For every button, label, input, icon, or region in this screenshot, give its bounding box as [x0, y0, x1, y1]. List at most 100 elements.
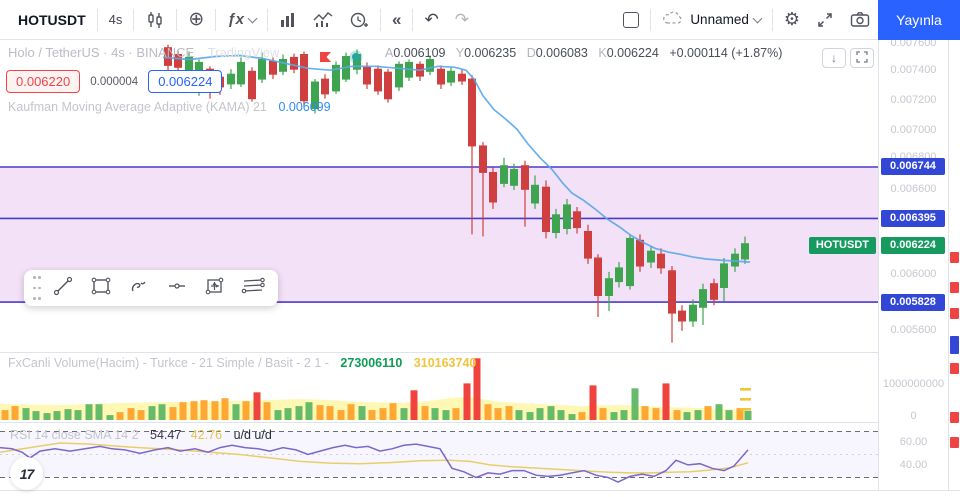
wave-icon	[313, 11, 333, 29]
undo-button[interactable]: ↶	[416, 6, 446, 34]
volume-legend[interactable]: FxCanli Volume(Hacim) - Turkce - 21 Simp…	[8, 356, 476, 370]
close-value: 0.006224	[606, 46, 659, 60]
low-value: 0.006083	[535, 46, 588, 60]
axis-tick: 0.007200	[890, 94, 937, 106]
layout-select-button[interactable]	[615, 6, 647, 34]
axis-tick: 0.007000	[890, 124, 937, 136]
sell-price-box[interactable]: 0.006220	[6, 70, 81, 93]
divider	[650, 8, 652, 31]
main-chart[interactable]	[0, 40, 948, 490]
edge-price-mark	[950, 308, 959, 319]
download-icon: ↓	[831, 51, 837, 65]
chart-style-button[interactable]	[137, 6, 173, 34]
open-label: A	[385, 46, 394, 60]
axis-tick: 0.007400	[890, 64, 937, 76]
axis-tick: 0.005600	[890, 324, 937, 336]
forecast-button[interactable]	[305, 6, 341, 34]
edge-price-mark	[950, 363, 959, 374]
projection-icon	[203, 274, 227, 303]
divider	[133, 8, 135, 31]
redo-button[interactable]: ↷	[447, 6, 477, 34]
edge-price-mark	[950, 282, 959, 293]
price-level-label: 0.006395	[881, 210, 945, 227]
axis-tick: 0.006000	[890, 268, 937, 280]
high-value: 0.006235	[464, 46, 517, 60]
kama-label: Kaufman Moving Average Adaptive (KAMA) 2…	[8, 100, 267, 114]
fullscreen-button[interactable]	[808, 6, 842, 34]
layout-name-label: Unnamed	[690, 12, 749, 27]
rewind-icon: «	[392, 9, 402, 29]
divider	[771, 8, 773, 31]
rsi-label: RSI 14 close SMA 14 2	[10, 428, 139, 442]
interval-button[interactable]: 4s	[108, 12, 123, 27]
symbol-button[interactable]: HOTUSDT	[18, 11, 86, 28]
rsi-sma-value: 42.76	[190, 428, 223, 442]
bar-chart-icon	[279, 11, 297, 29]
divider	[412, 8, 414, 31]
fullscreen-icon	[816, 11, 834, 29]
compare-button[interactable]: ⊕	[180, 6, 212, 34]
price-level-label: 0.006224	[881, 237, 945, 254]
screenshot-button[interactable]	[842, 6, 878, 34]
price-axis[interactable]: 0.007600 0.007400 0.007200 0.007000 0.006800…	[879, 37, 948, 490]
high-label: Y	[455, 46, 465, 60]
symbol-legend[interactable]: Holo / TetherUS · 4s · BINANCE TradingVi…	[8, 45, 279, 60]
trend-line-tool[interactable]	[44, 273, 82, 303]
cloud-icon	[662, 10, 684, 29]
rectangle-tool[interactable]	[82, 273, 120, 303]
low-label: D	[526, 46, 536, 60]
spread-value: 0.000004	[90, 75, 139, 88]
symbol-title: Holo / TetherUS · 4s · BINANCE	[8, 45, 195, 60]
replay-button[interactable]: «	[384, 6, 409, 34]
indicators-button[interactable]: ƒx	[219, 6, 264, 34]
volume-value: 273006110	[340, 356, 403, 370]
publish-button[interactable]: Yayınla	[878, 0, 960, 40]
divider	[380, 8, 382, 31]
brush-tool[interactable]	[120, 273, 158, 303]
maximize-icon	[856, 50, 868, 66]
edge-price-mark	[950, 336, 959, 354]
change-value: +0.000114 (+1.87%)	[669, 46, 783, 60]
price-axis-separator[interactable]	[878, 40, 879, 490]
rsi-legend[interactable]: RSI 14 close SMA 14 2 54.47 42.76 u/d u/…	[10, 428, 272, 442]
price-level-label: 0.006744	[881, 158, 945, 175]
gear-icon: ⚙	[783, 9, 800, 29]
axis-tick: 0.007600	[890, 37, 937, 49]
horizontal-line-tool[interactable]	[158, 273, 196, 303]
edge-price-mark	[950, 437, 959, 448]
volume-label: FxCanli Volume(Hacim) - Turkce - 21 Simp…	[8, 356, 329, 370]
symbol-price-badge: HOTUSDT	[808, 237, 876, 254]
drag-handle[interactable]	[30, 273, 44, 303]
pane-separator[interactable]	[0, 422, 960, 423]
tradingview-logo[interactable]: 17	[10, 457, 43, 490]
buy-price-box[interactable]: 0.006224	[148, 70, 223, 93]
edge-price-mark	[950, 412, 959, 423]
alert-button[interactable]	[341, 6, 377, 34]
candlestick-icon	[145, 10, 165, 30]
download-pane-button[interactable]: ↓	[822, 48, 846, 68]
axis-tick: 0.006600	[890, 183, 937, 195]
divider	[215, 8, 217, 31]
camera-icon	[850, 11, 870, 28]
settings-button[interactable]: ⚙	[776, 6, 808, 34]
parallel-channel-tool[interactable]	[234, 273, 272, 303]
tradingview-watermark: TradingView	[207, 45, 280, 60]
indicator-templates-button[interactable]	[271, 6, 305, 34]
top-toolbar: HOTUSDT 4s ⊕ ƒx « ↶ ↷ Unnamed	[0, 0, 960, 40]
horizontal-line-icon	[165, 274, 189, 303]
pane-separator[interactable]	[0, 352, 960, 353]
axis-tick: 1000000000	[882, 378, 945, 390]
cloud-save-button[interactable]: Unnamed	[654, 6, 769, 34]
open-value: 0.006109	[393, 46, 446, 60]
kama-legend[interactable]: Kaufman Moving Average Adaptive (KAMA) 2…	[8, 100, 331, 114]
ohlc-readout: A0.006109 Y0.006235 D0.006083 K0.006224 …	[385, 46, 789, 60]
projection-tool[interactable]	[196, 273, 234, 303]
axis-tick: 0	[910, 410, 917, 422]
undo-icon: ↶	[424, 9, 439, 29]
chevron-down-icon	[247, 13, 258, 23]
time-axis-strip[interactable]	[0, 490, 960, 497]
drawing-toolbar[interactable]	[24, 270, 278, 306]
pane-controls: ↓	[822, 48, 874, 68]
maximize-pane-button[interactable]	[850, 48, 874, 68]
chart-area: Holo / TetherUS · 4s · BINANCE TradingVi…	[0, 37, 960, 490]
